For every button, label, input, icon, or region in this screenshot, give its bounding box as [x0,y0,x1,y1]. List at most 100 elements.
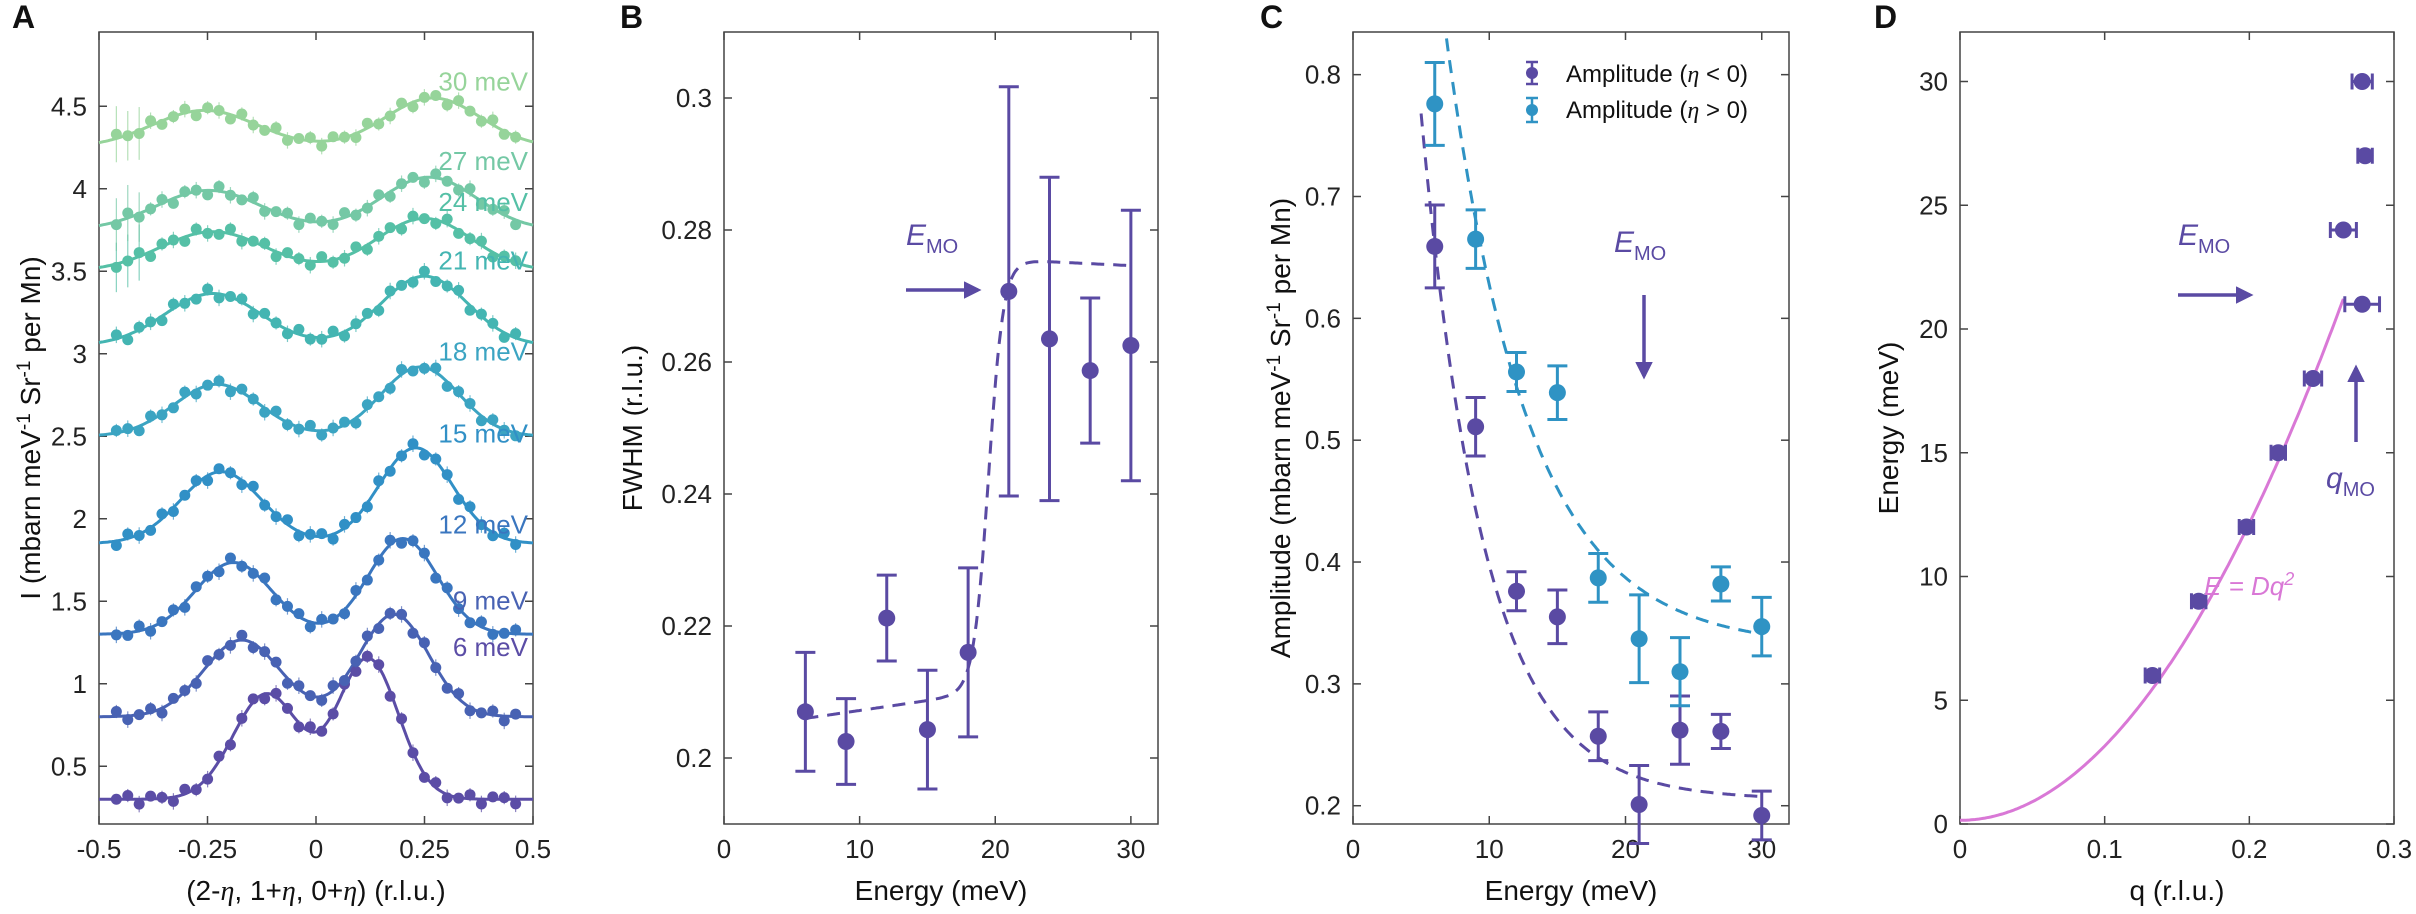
data-point [122,528,134,540]
data-point [270,687,282,699]
data-point [224,552,236,564]
data-point [327,613,339,625]
data-point [224,639,236,651]
data-point [339,416,351,428]
data-point [487,317,499,329]
data-point [475,519,487,531]
data-point-eta-positive [1467,230,1485,248]
data-point [350,512,362,524]
data-point [316,725,328,737]
data-point [464,397,476,409]
data-point [361,650,373,662]
data-point [259,572,271,584]
panel-a-xticks: -0.5 -0.25 0 0.25 0.5 [77,32,551,864]
data-point [475,415,487,427]
data-point [247,308,259,320]
panel-c-xticks: 0 10 20 30 [1346,32,1776,864]
data-point-eta-positive [1426,95,1444,113]
data-point [179,601,191,613]
data-point [430,572,442,584]
data-point [213,463,225,475]
panel-c-annotation-emo: EMO [1614,226,1666,265]
data-point [281,247,293,259]
ytick-label: 4.5 [51,91,87,121]
panel-d-annotation-emo: EMO [2178,219,2230,258]
data-point [384,465,396,477]
data-point [259,499,271,511]
data-point [2190,592,2208,610]
data-point [959,643,977,661]
data-point [2304,370,2322,387]
data-point [110,329,122,341]
data-point [418,213,430,225]
data-point [373,554,385,566]
data-point [293,219,305,231]
data-point [110,424,122,436]
data-point [487,414,499,426]
data-point [202,475,214,487]
ytick-label: 3 [73,339,87,369]
data-point [430,275,442,287]
data-point [373,475,385,487]
data-point [361,202,373,214]
data-point [339,675,351,687]
data-point [373,622,385,634]
panel-letter-c: C [1260,0,1283,35]
data-point [2356,147,2374,165]
data-point [339,608,351,620]
data-point [2143,667,2161,684]
data-point [407,438,419,450]
data-point [430,453,442,465]
data-point [190,677,202,689]
data-point [384,222,396,234]
data-point [236,712,248,724]
data-point [327,680,339,692]
panel-a-curve-labels: 6 meV 9 meV 12 meV 15 meV 18 meV 21 meV 24 meV… [438,66,528,662]
data-point [247,119,259,131]
data-point [2269,444,2287,462]
data-point [133,425,145,437]
data-point [122,334,134,346]
data-point [224,386,236,398]
data-point [156,118,168,130]
data-point [339,252,351,264]
panel-letter-a: A [12,0,35,35]
data-point [837,733,855,750]
data-point [293,323,305,335]
data-point [213,292,225,304]
data-point [464,789,476,801]
data-point [327,533,339,545]
data-point [418,91,430,103]
data-point [304,690,316,702]
data-point [510,430,522,442]
data-point [396,713,408,725]
data-point [418,176,430,188]
data-point [202,227,214,239]
data-point-eta-negative [1589,727,1607,745]
data-point [350,209,362,221]
data-point [373,189,385,201]
xtick-label: 0 [309,834,323,864]
data-point [202,379,214,391]
data-point [110,219,122,231]
data-point [281,328,293,340]
xtick-label: 0 [1346,834,1360,864]
data-point [190,388,202,400]
data-point [361,399,373,411]
data-point [373,659,385,671]
data-point [110,540,122,552]
data-point [510,328,522,340]
data-point [475,798,487,810]
xtick-label: 10 [1475,834,1504,864]
panel-b-yticks: 0.2 0.22 0.24 0.26 0.28 0.3 [661,83,1158,773]
data-point [384,607,396,619]
data-point [224,739,236,751]
data-point [156,791,168,803]
ytick-label: 0.28 [661,215,712,245]
data-point [316,251,328,263]
data-point [361,307,373,319]
data-point [498,250,510,262]
data-point [247,235,259,247]
data-point [453,688,465,700]
